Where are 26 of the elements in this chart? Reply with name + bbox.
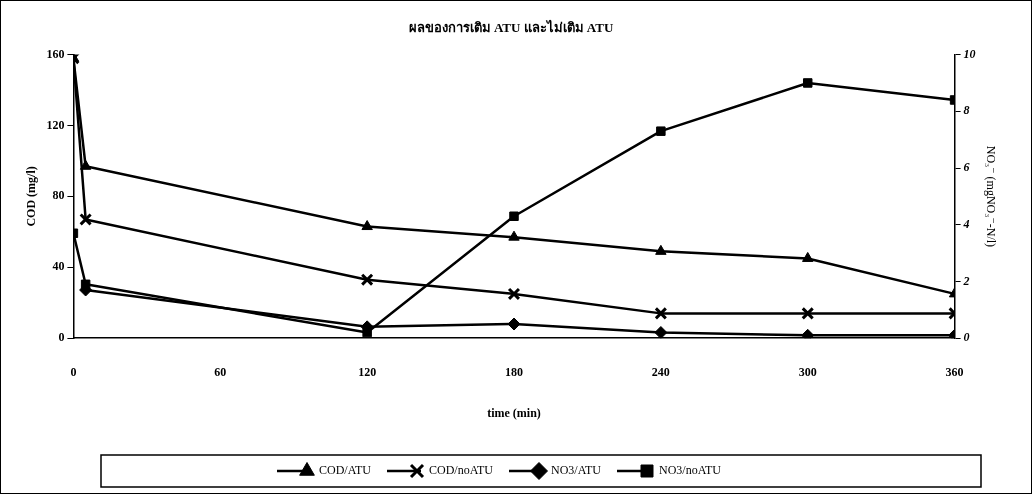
x-tick-label: 0: [70, 365, 77, 380]
y2-tick-label: 2: [962, 273, 970, 288]
chart-title: ผลของการเติม ATU และไม่เติม ATU: [408, 19, 614, 36]
y2-axis-title: NO₃⁻ (mgNO₃⁻-N/l): [983, 145, 998, 248]
y2-tick-label: 4: [962, 216, 970, 231]
x-tick-label: 360: [945, 365, 964, 380]
y2-tick-label: 8: [963, 103, 970, 118]
x-tick-label: 300: [798, 365, 817, 380]
legend-label: NO3/ATU: [551, 463, 602, 478]
x-tick-label: 120: [358, 365, 377, 380]
y-axis-title: COD (mg/l): [24, 166, 39, 227]
y-tick-label: 160: [46, 46, 65, 61]
legend-label: NO3/noATU: [659, 463, 722, 478]
y2-tick-label: 6: [963, 160, 970, 175]
x-tick-label: 180: [505, 365, 523, 380]
legend-label: COD/noATU: [429, 463, 494, 478]
legend-label: COD/ATU: [319, 463, 372, 478]
y2-tick-label: 0: [963, 330, 970, 345]
y2-tick-label: 10: [963, 46, 976, 61]
y-tick-label: 0: [58, 330, 65, 345]
y-tick-label: 40: [52, 259, 65, 274]
x-axis-title: time (min): [487, 405, 541, 420]
x-tick-label: 60: [214, 365, 227, 380]
x-tick-label: 240: [651, 365, 670, 380]
y-tick-label: 80: [52, 188, 65, 203]
y-tick-label: 120: [46, 117, 65, 132]
